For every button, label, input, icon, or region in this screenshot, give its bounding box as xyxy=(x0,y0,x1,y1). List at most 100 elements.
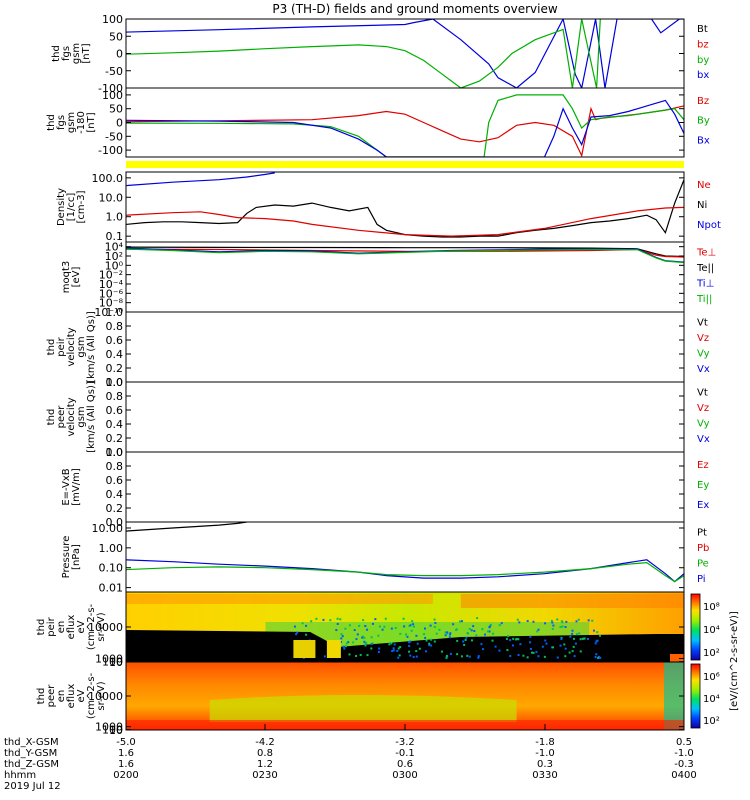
spectrogram-speckle xyxy=(434,622,436,624)
series-line xyxy=(126,173,275,186)
spectrogram-speckle xyxy=(552,625,554,627)
y-tick-label: 1.00 xyxy=(99,542,124,555)
spectrogram-speckle xyxy=(430,645,432,647)
spectrogram-speckle xyxy=(507,635,509,637)
x-axis-value: 0400 xyxy=(671,770,696,781)
spectrogram-speckle xyxy=(551,620,553,622)
spectrogram-speckle xyxy=(544,622,546,624)
y-tick-label: 50 xyxy=(109,30,123,43)
y-axis-label: [nT] xyxy=(86,112,97,132)
x-axis-value: 0.8 xyxy=(257,748,273,759)
spectrogram-speckle xyxy=(398,647,400,649)
spectrogram-speckle xyxy=(509,639,511,641)
spectrogram-speckle xyxy=(434,626,436,628)
panels: 100500-50-100thd fgs gsm [nT]Btbzbybx100500… xyxy=(36,13,740,737)
spectrogram-speckle xyxy=(388,643,390,645)
spectrogram-speckle xyxy=(578,619,580,621)
x-axis-row-label: hhmm xyxy=(4,770,36,781)
legend-entry: Pb xyxy=(697,543,709,554)
panel-pressure: 10.001.000.100.01Pressure [nPa]PtPbPePi xyxy=(61,522,709,595)
spectrogram-speckle xyxy=(573,646,575,648)
panel-frame xyxy=(126,312,684,382)
y-axis-label: [km/s (All Qs)] xyxy=(86,311,97,383)
x-axis-value: 0200 xyxy=(113,770,138,781)
series-line xyxy=(126,106,684,156)
panel-peer_spec: 10000100010010thd peer en eflux eV (cm^2-s-sr… xyxy=(36,662,720,737)
spectrogram-speckle xyxy=(430,639,432,641)
spectrogram-speckle xyxy=(574,655,576,657)
spectrogram-speckle xyxy=(565,626,567,628)
x-axis-value: 1.2 xyxy=(257,759,273,770)
y-tick-label: 0.01 xyxy=(99,582,124,595)
spectrogram-speckle xyxy=(410,624,412,626)
y-tick-label: -100 xyxy=(98,144,123,157)
spectrogram-speckle xyxy=(377,635,379,637)
spectrogram-speckle xyxy=(559,626,561,628)
spectrogram-speckle xyxy=(596,631,598,633)
x-axis-value: -5.0 xyxy=(116,737,136,748)
spectrogram-speckle xyxy=(599,635,601,637)
y-tick-label: 1.0 xyxy=(106,446,124,459)
spectrogram-band xyxy=(461,594,684,608)
spectrogram-speckle xyxy=(542,646,544,648)
panel-density: 100.010.01.00.1Density [1/cc] [cm-3]NeNiNp… xyxy=(56,172,721,243)
spectrogram-speckle xyxy=(415,635,417,637)
x-axis-value: 0300 xyxy=(392,770,417,781)
y-tick-label: 0.4 xyxy=(106,418,124,431)
legend-entry: Vt xyxy=(697,387,708,398)
colorbar-tick-label: 10⁴ xyxy=(703,694,720,705)
y-axis-label: [mV/m] xyxy=(71,468,82,506)
spectrogram-speckle xyxy=(518,654,520,656)
spectrogram-speckle xyxy=(406,636,408,638)
spectrogram-speckle xyxy=(305,625,307,627)
spectrogram-speckle xyxy=(446,655,448,657)
spectrogram-speckle xyxy=(466,655,468,657)
spectrogram-speckle xyxy=(595,642,597,644)
spectrogram-speckle xyxy=(482,648,484,650)
spectrogram-speckle xyxy=(346,642,348,644)
y-tick-label: -50 xyxy=(105,130,123,143)
spectrogram-speckle xyxy=(361,637,363,639)
spectrogram-speckle xyxy=(527,620,529,622)
colorbar-tick-label: 10⁸ xyxy=(703,602,720,613)
spectrogram-speckle xyxy=(302,622,304,624)
legend-entry: By xyxy=(697,116,710,127)
legend-entry: Vx xyxy=(697,434,710,445)
spectrogram-speckle xyxy=(340,637,342,639)
spectrogram-green-region xyxy=(210,695,517,722)
legend-entry: Ex xyxy=(697,500,709,511)
spectrogram-speckle xyxy=(354,629,356,631)
spectrogram-speckle xyxy=(512,638,514,640)
spectrogram-patch xyxy=(293,640,315,658)
spectrogram-speckle xyxy=(595,653,597,655)
legend-entry: Bz xyxy=(697,96,709,107)
y-tick-label: 100.0 xyxy=(92,172,124,185)
spectrogram-speckle xyxy=(576,620,578,622)
spectrogram-speckle xyxy=(449,632,451,634)
y-tick-label: 10 xyxy=(109,656,123,669)
spectrogram-speckle xyxy=(409,655,411,657)
spectrogram-speckle xyxy=(463,644,465,646)
spectrogram-speckle xyxy=(519,643,521,645)
spectrogram-speckle xyxy=(419,648,421,650)
y-tick-label: 10 xyxy=(109,724,123,737)
y-tick-label: 0.2 xyxy=(106,502,124,515)
legend-entry: Vy xyxy=(697,418,710,429)
spectrogram-speckle xyxy=(499,624,501,626)
spectrogram-speckle xyxy=(426,639,428,641)
spectrogram-speckle xyxy=(344,628,346,630)
y-tick-label: 0.4 xyxy=(106,488,124,501)
y-tick-label: 1.0 xyxy=(106,306,124,319)
legend-entry: Pt xyxy=(697,527,707,538)
y-tick-label: 0.8 xyxy=(106,460,124,473)
spectrogram-speckle xyxy=(434,641,436,643)
spectrogram-speckle xyxy=(371,643,373,645)
spectrogram-speckle xyxy=(509,655,511,657)
spectrogram-speckle xyxy=(484,634,486,636)
spectrogram-speckle xyxy=(403,618,405,620)
spectrogram-speckle xyxy=(560,645,562,647)
spectrogram-speckle xyxy=(557,657,559,659)
spectrogram-speckle xyxy=(343,648,345,650)
